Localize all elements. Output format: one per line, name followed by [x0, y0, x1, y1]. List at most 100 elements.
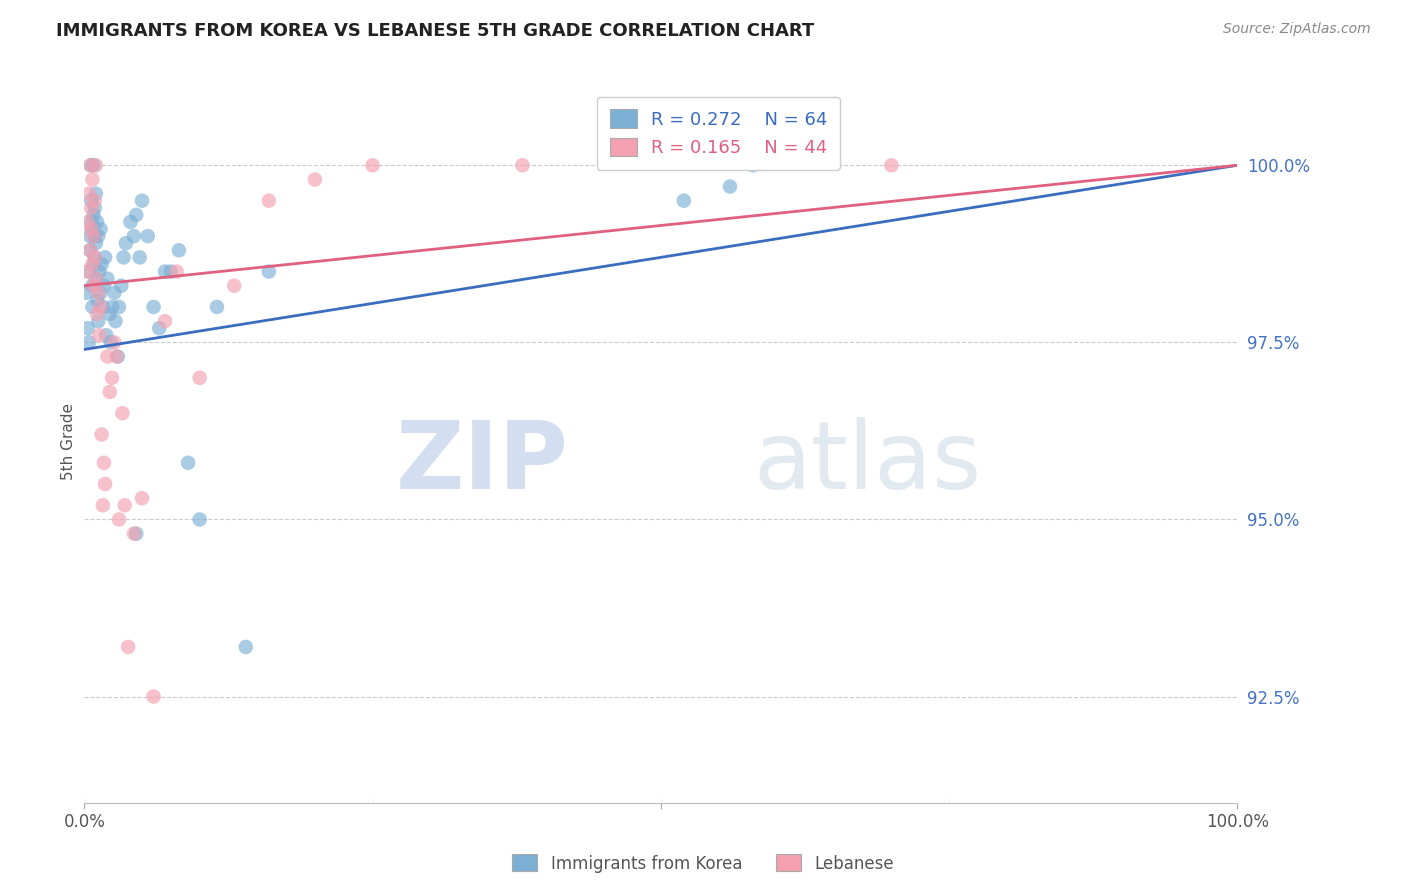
Point — [83, 251, 105, 265]
Point — [86, 307, 108, 321]
Point — [98, 384, 121, 399]
Point — [83, 201, 105, 215]
Point — [880, 158, 903, 172]
Point — [96, 328, 118, 343]
Point — [120, 215, 142, 229]
Point — [111, 406, 134, 420]
Point — [125, 208, 148, 222]
Point — [136, 229, 159, 244]
Point — [205, 300, 228, 314]
Point — [79, 158, 101, 172]
Point — [103, 335, 125, 350]
Point — [89, 285, 111, 300]
Point — [76, 215, 98, 229]
Point — [90, 257, 112, 271]
Point — [110, 278, 132, 293]
Text: IMMIGRANTS FROM KOREA VS LEBANESE 5TH GRADE CORRELATION CHART: IMMIGRANTS FROM KOREA VS LEBANESE 5TH GR… — [56, 22, 814, 40]
Point — [361, 158, 384, 172]
Point — [142, 300, 165, 314]
Text: atlas: atlas — [754, 417, 981, 509]
Point — [89, 222, 111, 236]
Point — [77, 264, 100, 278]
Point — [153, 314, 176, 328]
Point — [167, 244, 190, 258]
Point — [672, 194, 695, 208]
Point — [125, 526, 148, 541]
Point — [82, 222, 104, 236]
Point — [83, 278, 105, 293]
Point — [83, 229, 105, 244]
Point — [153, 264, 176, 278]
Point — [235, 640, 257, 654]
Point — [82, 300, 104, 314]
Point — [103, 285, 125, 300]
Point — [257, 194, 280, 208]
Point — [142, 690, 165, 704]
Point — [89, 328, 111, 343]
Point — [84, 186, 107, 201]
Point — [91, 300, 114, 314]
Point — [131, 194, 153, 208]
Point — [742, 158, 765, 172]
Text: Source: ZipAtlas.com: Source: ZipAtlas.com — [1223, 22, 1371, 37]
Point — [77, 186, 100, 201]
Point — [79, 244, 101, 258]
Text: ZIP: ZIP — [395, 417, 568, 509]
Point — [76, 285, 98, 300]
Point — [84, 236, 107, 251]
Point — [188, 371, 211, 385]
Point — [89, 300, 111, 314]
Point — [114, 498, 136, 512]
Point — [80, 222, 103, 236]
Point — [83, 251, 105, 265]
Point — [84, 271, 107, 285]
Point — [122, 229, 145, 244]
Point — [84, 158, 107, 172]
Point — [80, 194, 103, 208]
Point — [112, 251, 135, 265]
Point — [94, 477, 117, 491]
Point — [512, 158, 534, 172]
Point — [82, 172, 104, 186]
Point — [224, 278, 246, 293]
Point — [76, 321, 98, 335]
Point — [96, 350, 118, 364]
Point — [79, 244, 101, 258]
Point — [128, 251, 150, 265]
Point — [83, 229, 105, 244]
Legend: R = 0.272    N = 64, R = 0.165    N = 44: R = 0.272 N = 64, R = 0.165 N = 44 — [598, 96, 839, 169]
Point — [304, 172, 326, 186]
Point — [166, 264, 188, 278]
Point — [177, 456, 200, 470]
Point — [87, 229, 110, 244]
Point — [93, 278, 115, 293]
Point — [148, 321, 170, 335]
Point — [93, 456, 115, 470]
Point — [80, 215, 103, 229]
Point — [83, 194, 105, 208]
Point — [160, 264, 183, 278]
Point — [131, 491, 153, 506]
Point — [80, 201, 103, 215]
Point — [82, 257, 104, 271]
Point — [86, 215, 108, 229]
Y-axis label: 5th Grade: 5th Grade — [60, 403, 76, 480]
Point — [90, 427, 112, 442]
Point — [718, 179, 741, 194]
Point — [89, 264, 111, 278]
Point — [83, 257, 105, 271]
Point — [101, 371, 124, 385]
Point — [86, 293, 108, 307]
Point — [101, 300, 124, 314]
Point — [108, 512, 131, 526]
Point — [94, 251, 117, 265]
Point — [82, 278, 104, 293]
Point — [108, 300, 131, 314]
Point — [115, 236, 138, 251]
Point — [84, 271, 107, 285]
Point — [87, 314, 110, 328]
Point — [98, 307, 121, 321]
Point — [76, 264, 98, 278]
Point — [80, 158, 103, 172]
Point — [83, 158, 105, 172]
